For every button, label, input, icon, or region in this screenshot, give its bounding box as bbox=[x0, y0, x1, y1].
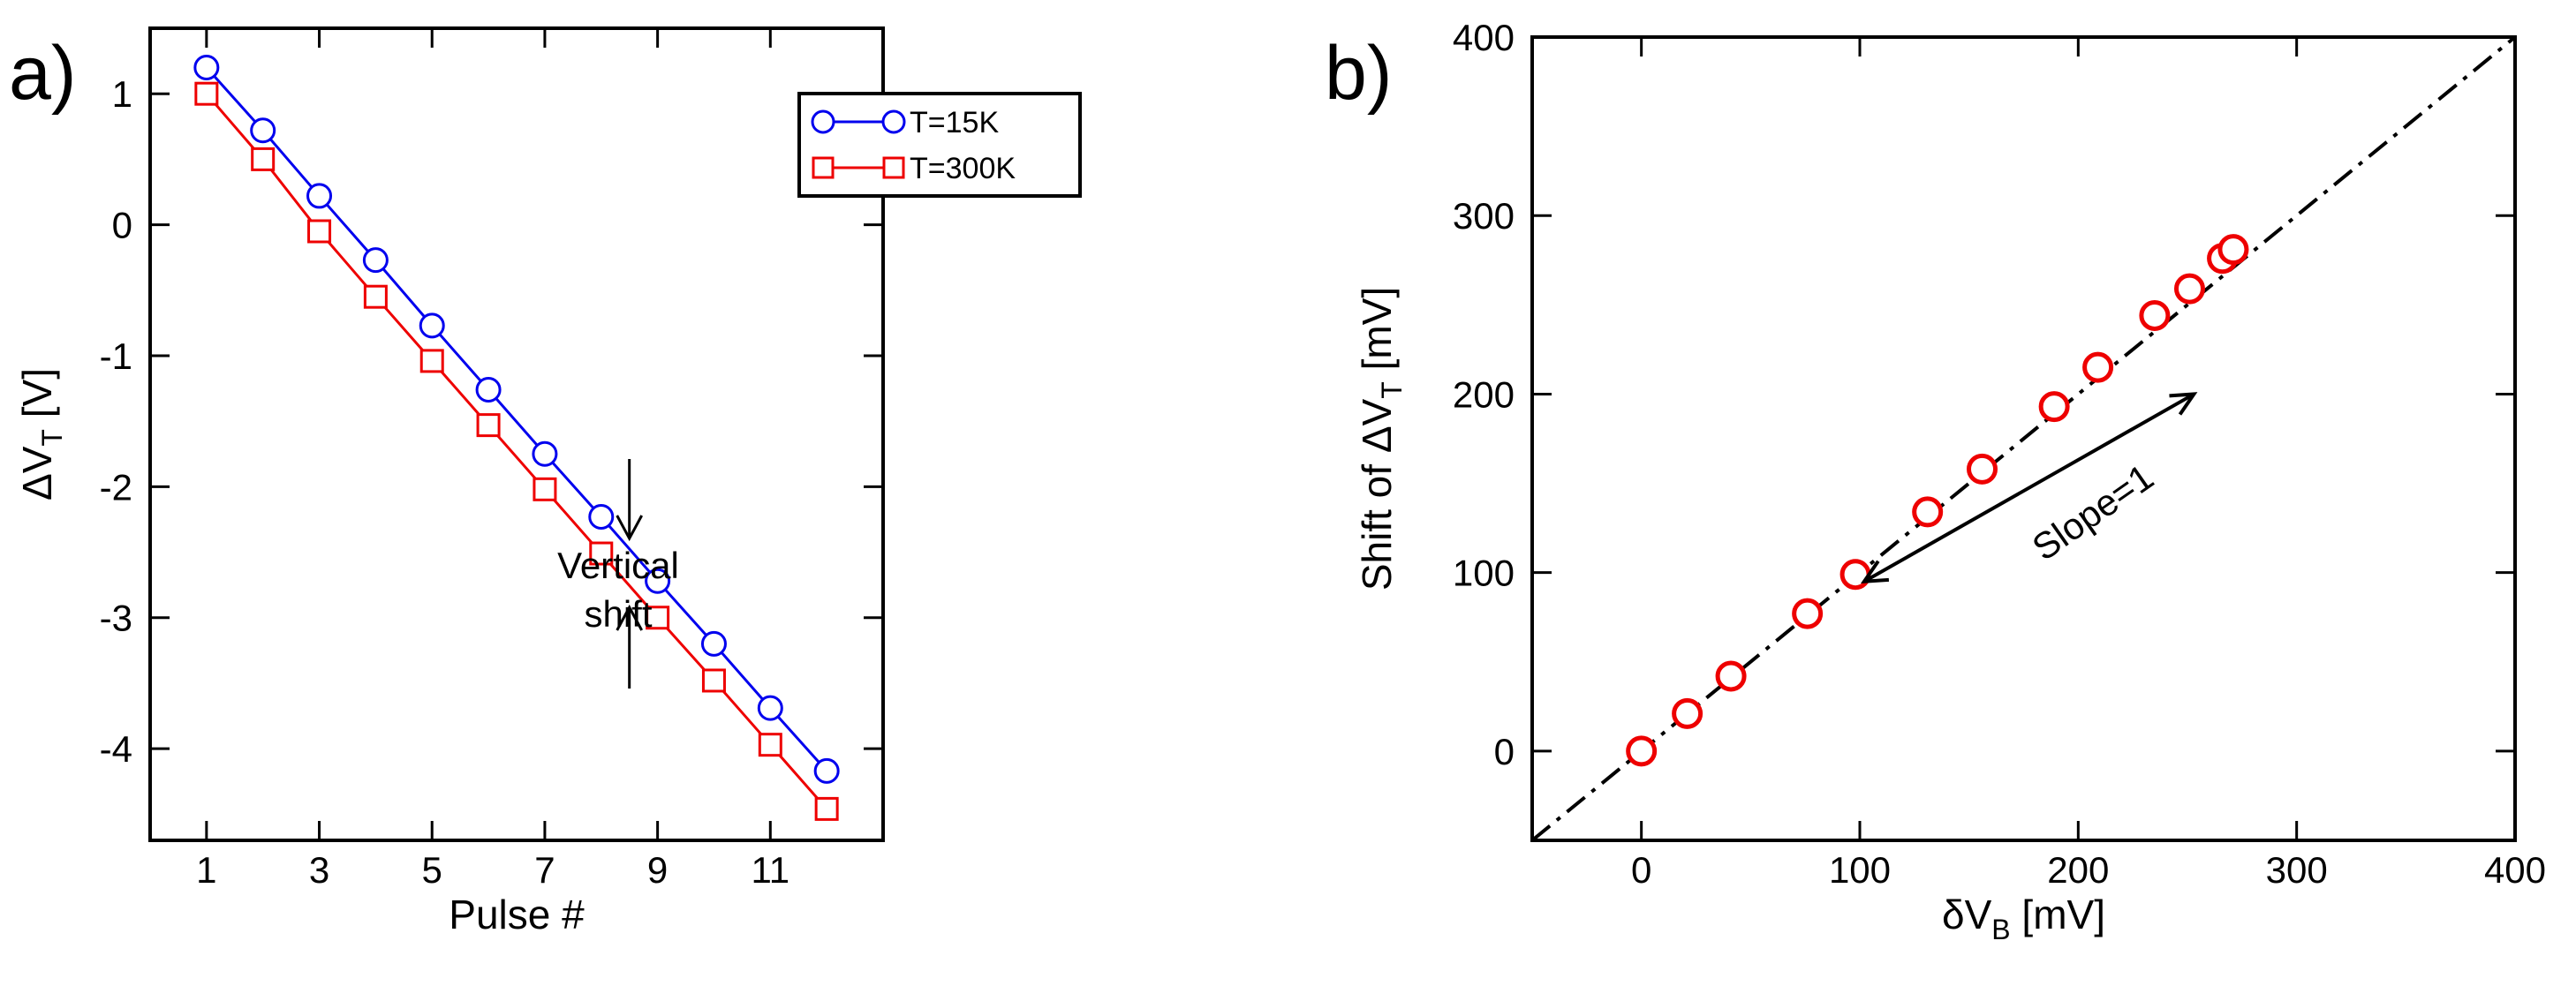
data-point bbox=[2217, 234, 2249, 266]
data-point-circle bbox=[419, 312, 445, 339]
x-axis-label-subscript: B bbox=[1991, 914, 2010, 945]
y-tick-label: 100 bbox=[1453, 553, 1515, 594]
legend-marker bbox=[812, 156, 835, 179]
panel-a-label: a) bbox=[9, 31, 76, 116]
data-point-circle bbox=[588, 503, 615, 530]
x-tick-label: 0 bbox=[1631, 849, 1651, 891]
y-tick-label: 0 bbox=[112, 205, 132, 246]
y-tick-label: -3 bbox=[100, 598, 132, 639]
x-tick-label: 1 bbox=[196, 849, 216, 891]
data-point-square bbox=[646, 606, 670, 630]
x-axis-label-main: δV bbox=[1942, 892, 1992, 937]
data-point-square bbox=[758, 733, 782, 757]
data-point-circle bbox=[193, 55, 220, 81]
y-axis-label-subscript: T bbox=[1376, 381, 1408, 399]
y-axis-label: Shift of ΔVT [mV] bbox=[1354, 287, 1408, 591]
data-point-square bbox=[476, 413, 501, 438]
data-point-square bbox=[251, 147, 276, 171]
x-tick-label: 100 bbox=[1829, 849, 1891, 891]
y-tick-label: -4 bbox=[100, 728, 132, 770]
slope-arrow-shaft bbox=[1862, 392, 2195, 583]
legend-marker bbox=[881, 109, 906, 134]
legend-marker bbox=[811, 109, 835, 134]
panel-b-label: b) bbox=[1325, 31, 1392, 116]
data-point-circle bbox=[250, 117, 276, 144]
slope-label: Slope=1 bbox=[2025, 455, 2161, 568]
data-point-square bbox=[307, 219, 332, 244]
x-tick-label: 300 bbox=[2266, 849, 2328, 891]
x-axis-label-unit: [mV] bbox=[2011, 892, 2105, 937]
series-line-T=15K bbox=[205, 66, 828, 772]
data-point bbox=[2173, 273, 2205, 305]
data-point bbox=[2038, 391, 2070, 423]
y-axis-label-main: Shift of ΔV bbox=[1354, 398, 1400, 591]
legend-box bbox=[797, 92, 1082, 198]
series-line-T=300K bbox=[205, 93, 828, 810]
y-tick-label: 300 bbox=[1453, 195, 1515, 237]
data-point-circle bbox=[475, 377, 502, 403]
data-point-square bbox=[419, 349, 444, 373]
legend-label: T=15K bbox=[910, 106, 999, 139]
y-axis-label-unit: [V] bbox=[14, 368, 60, 429]
x-tick-label: 3 bbox=[309, 849, 329, 891]
data-point-square bbox=[701, 668, 726, 693]
data-point-square bbox=[363, 284, 388, 309]
x-tick-label: 7 bbox=[534, 849, 555, 891]
data-point-circle bbox=[757, 695, 783, 721]
data-point-circle bbox=[813, 757, 840, 784]
data-point-circle bbox=[532, 440, 558, 467]
y-tick-label: 1 bbox=[112, 73, 132, 115]
y-axis-label-unit: [mV] bbox=[1354, 287, 1400, 381]
y-tick-label: -2 bbox=[100, 466, 132, 508]
x-tick-label: 5 bbox=[422, 849, 442, 891]
data-point-square bbox=[589, 541, 614, 566]
data-point bbox=[1626, 735, 1658, 767]
slope-arrow-head-end bbox=[2169, 392, 2198, 416]
y-tick-label: -1 bbox=[100, 335, 132, 377]
arrow-down-head bbox=[616, 515, 644, 542]
data-point bbox=[1967, 453, 1998, 485]
data-point bbox=[1672, 697, 1703, 729]
y-axis-label-main: ΔV bbox=[14, 446, 60, 501]
data-point-circle bbox=[306, 183, 333, 209]
slope-arrow-head-start bbox=[1860, 560, 1890, 584]
annotation-vertical: Vertical bbox=[557, 545, 679, 586]
x-tick-label: 9 bbox=[647, 849, 668, 891]
y-axis-label-subscript: T bbox=[36, 429, 68, 447]
data-point bbox=[1912, 496, 1944, 528]
reference-line bbox=[1530, 35, 2517, 842]
x-axis-label: Pulse # bbox=[449, 892, 585, 937]
plot-frame bbox=[1530, 35, 2517, 842]
data-point bbox=[1839, 559, 1871, 591]
data-point-circle bbox=[362, 247, 389, 274]
legend-marker bbox=[882, 156, 905, 179]
y-axis-label: ΔVT [V] bbox=[14, 368, 68, 501]
y-tick-label: 400 bbox=[1453, 17, 1515, 58]
x-tick-label: 200 bbox=[2047, 849, 2109, 891]
data-point bbox=[1715, 660, 1747, 692]
legend-label: T=300K bbox=[910, 152, 1016, 185]
data-point-square bbox=[533, 477, 557, 501]
x-tick-label: 400 bbox=[2484, 849, 2546, 891]
data-point-circle bbox=[645, 568, 671, 594]
data-point-square bbox=[194, 81, 219, 106]
x-tick-label: 11 bbox=[752, 849, 790, 891]
data-point bbox=[2139, 299, 2171, 331]
data-point-circle bbox=[700, 630, 727, 657]
data-point bbox=[2082, 351, 2114, 383]
y-tick-label: 0 bbox=[1494, 731, 1515, 772]
y-tick-label: 200 bbox=[1453, 373, 1515, 415]
arrow-up-head bbox=[616, 604, 644, 631]
data-point-square bbox=[814, 796, 839, 821]
x-axis-label: δVB [mV] bbox=[1942, 892, 2105, 945]
data-point bbox=[1792, 598, 1824, 629]
plot-frame bbox=[148, 26, 885, 842]
